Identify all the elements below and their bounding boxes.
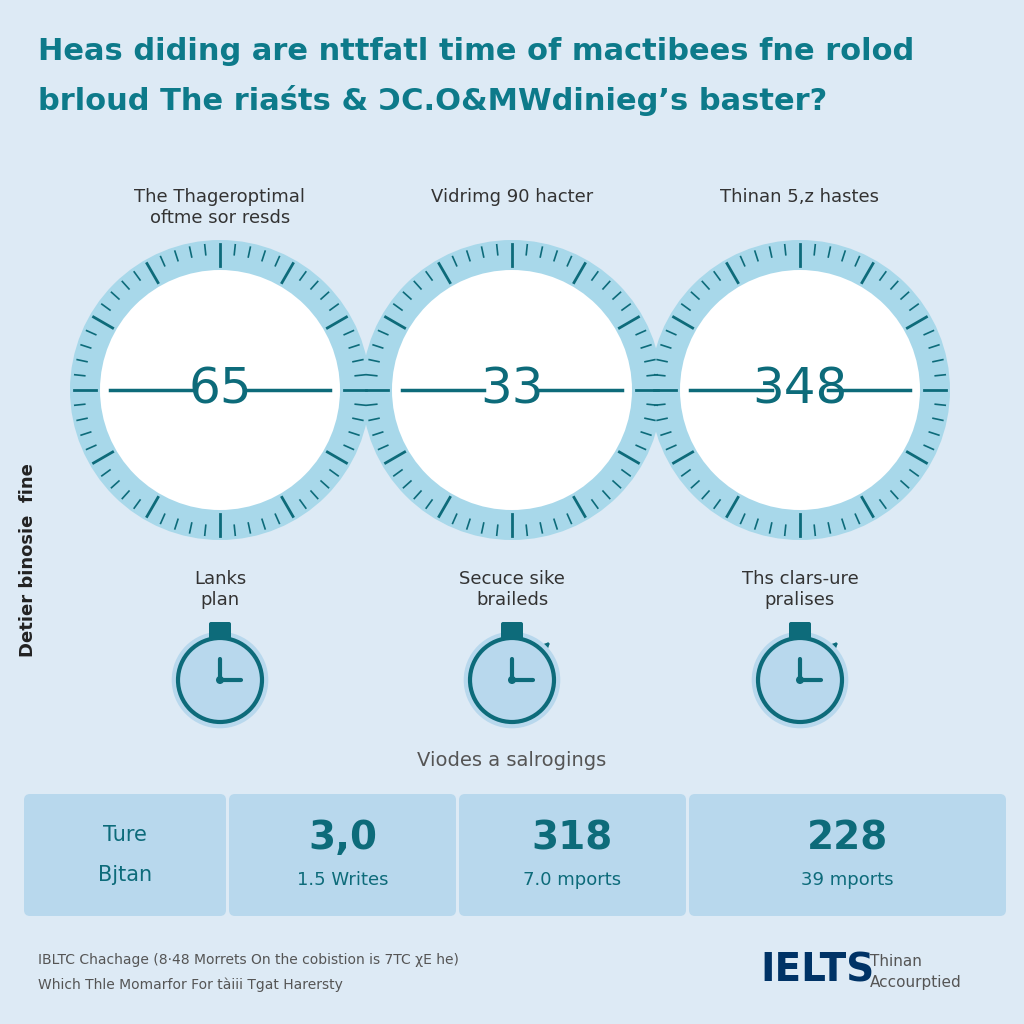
Text: Lanks
plan: Lanks plan <box>194 570 246 609</box>
Text: 1.5 Writes: 1.5 Writes <box>297 871 388 889</box>
Circle shape <box>680 270 920 510</box>
Text: 7.0 mports: 7.0 mports <box>523 871 622 889</box>
Text: Ths clars-ure
pralises: Ths clars-ure pralises <box>741 570 858 609</box>
Text: Detier binosie  fine: Detier binosie fine <box>19 463 37 657</box>
Text: 228: 228 <box>807 819 888 857</box>
Text: 33: 33 <box>480 366 544 414</box>
Text: IBLTC Chachage (8·48 Morrets On the cobistion is 7TC χE he): IBLTC Chachage (8·48 Morrets On the cobi… <box>38 953 459 967</box>
Text: 318: 318 <box>531 819 613 857</box>
Text: Secuce sike
braileds: Secuce sike braileds <box>459 570 565 609</box>
Circle shape <box>172 632 268 728</box>
Text: Ture: Ture <box>103 825 146 845</box>
Circle shape <box>216 676 224 684</box>
Circle shape <box>508 676 516 684</box>
Text: Which Thle Momarfor For tàiii Tgat Harersty: Which Thle Momarfor For tàiii Tgat Harer… <box>38 978 343 992</box>
FancyBboxPatch shape <box>209 622 231 640</box>
Text: Vidrimg 90 hacter: Vidrimg 90 hacter <box>431 188 593 206</box>
FancyBboxPatch shape <box>689 794 1006 916</box>
FancyBboxPatch shape <box>790 622 811 640</box>
FancyBboxPatch shape <box>229 794 456 916</box>
Text: Accourptied: Accourptied <box>870 975 962 989</box>
Text: 348: 348 <box>753 366 848 414</box>
Text: Viodes a salrogings: Viodes a salrogings <box>418 751 606 769</box>
Text: Thinan 5,z hastes: Thinan 5,z hastes <box>721 188 880 206</box>
Text: Thinan: Thinan <box>870 954 922 970</box>
FancyBboxPatch shape <box>501 622 523 640</box>
Text: 65: 65 <box>188 366 252 414</box>
Circle shape <box>100 270 340 510</box>
Circle shape <box>392 270 632 510</box>
Circle shape <box>752 632 848 728</box>
Text: 3,0: 3,0 <box>308 819 377 857</box>
Text: The Thageroptimal
oftme sor resds: The Thageroptimal oftme sor resds <box>134 188 305 226</box>
Text: 39 mports: 39 mports <box>801 871 894 889</box>
Text: Bjtan: Bjtan <box>98 865 152 885</box>
Circle shape <box>650 240 950 540</box>
Circle shape <box>362 240 662 540</box>
Text: IELTS: IELTS <box>760 951 874 989</box>
Text: Heas diding are nttfatl time of mactibees fne rolod: Heas diding are nttfatl time of mactibee… <box>38 38 914 67</box>
Circle shape <box>464 632 560 728</box>
FancyBboxPatch shape <box>459 794 686 916</box>
Text: brloud The riaśts & ƆC.O&MWdinieg’s baster?: brloud The riaśts & ƆC.O&MWdinieg’s bast… <box>38 85 827 116</box>
Circle shape <box>796 676 804 684</box>
FancyBboxPatch shape <box>24 794 226 916</box>
Circle shape <box>70 240 370 540</box>
